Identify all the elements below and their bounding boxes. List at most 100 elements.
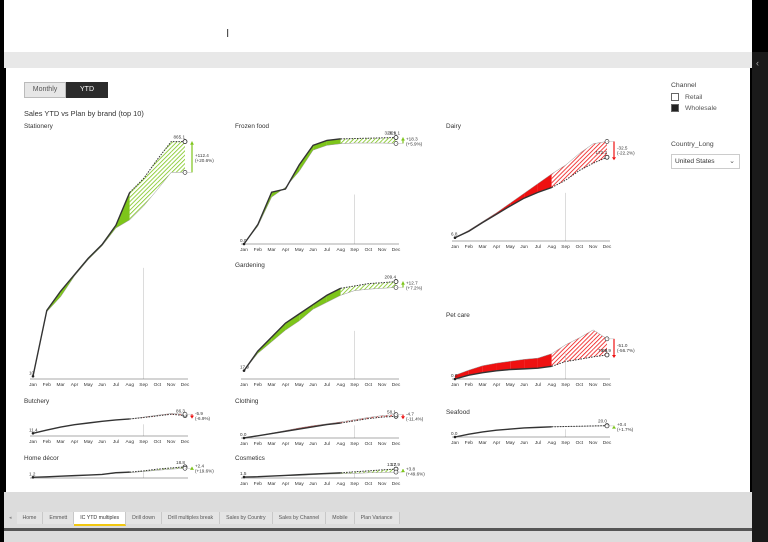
end-value-label: 58.1 <box>387 409 396 414</box>
x-tick-label: Jul <box>113 439 119 445</box>
chart-title-dairy: Dairy <box>446 123 461 130</box>
variance-pct-label: (+1.7%) <box>617 427 634 432</box>
tab-ic-ytd-multiples[interactable]: IC YTD multiples <box>74 512 127 526</box>
x-tick-label: Dec <box>181 382 190 388</box>
tab-home[interactable]: Home <box>16 512 44 524</box>
x-tick-label: Jul <box>324 382 330 388</box>
variance-arrow-icon <box>612 425 616 429</box>
plan-line <box>454 329 608 376</box>
variance-area <box>299 145 314 172</box>
x-tick-label: Oct <box>576 244 584 250</box>
start-marker <box>453 435 457 439</box>
x-tick-label: Aug <box>336 247 345 253</box>
tab-sales-by-country[interactable]: Sales by Country <box>220 512 273 524</box>
chart-title-seafood: Seafood <box>446 409 470 416</box>
end-marker-actual <box>393 135 399 140</box>
variance-label: +3.8 <box>406 467 416 472</box>
start-marker <box>453 236 457 239</box>
actual-line <box>32 471 130 478</box>
x-tick-label: Sep <box>561 382 570 388</box>
country-dropdown[interactable]: United States ⌄ <box>671 154 740 169</box>
tab-plan-variance[interactable]: Plan Variance <box>354 512 400 524</box>
variance-area <box>579 143 594 171</box>
filters-pane-collapsed[interactable]: ‹ <box>752 52 768 542</box>
chart-title-home-decor: Home décor <box>24 455 59 462</box>
tab-drill-down[interactable]: Drill down <box>126 512 162 524</box>
variance-label: -32.5 <box>617 145 628 150</box>
slicer-item-label: Retail <box>685 93 703 101</box>
tab-sales-by-channel[interactable]: Sales by Channel <box>272 512 327 524</box>
x-tick-label: Sep <box>350 441 359 447</box>
x-tick-label: Dec <box>392 382 401 388</box>
country-slicer-title: Country_Long <box>671 141 714 148</box>
monthly-button[interactable]: Monthly <box>24 82 66 98</box>
x-tick-label: Nov <box>378 382 387 388</box>
variance-pct-label: (+5.9%) <box>406 141 423 146</box>
variance-area <box>354 138 369 144</box>
variance-pct-label: (+49.6%) <box>406 472 425 477</box>
variance-label: -4.7 <box>406 411 414 416</box>
plan-line <box>454 141 608 238</box>
x-tick-label: Apr <box>71 439 79 445</box>
checkbox-empty-icon[interactable] <box>671 93 679 101</box>
slicer-item-retail[interactable]: Retail <box>671 93 702 101</box>
variance-pct-label: (+7.2%) <box>406 286 423 291</box>
x-tick-label: May <box>295 441 305 447</box>
variance-arrow-icon <box>612 354 616 358</box>
forecast-line <box>551 425 608 428</box>
x-tick-label: Jan <box>240 382 248 388</box>
variance-label: +112.4 <box>195 153 209 158</box>
x-tick-label: Mar <box>479 382 488 388</box>
actual-line <box>454 186 552 239</box>
chart-title-pet-care: Pet care <box>446 312 470 319</box>
bottom-divider <box>4 528 752 531</box>
tab-emmett[interactable]: Emmett <box>43 512 75 524</box>
x-tick-label: Jan <box>240 247 248 253</box>
checkbox-checked-icon[interactable] <box>671 104 679 112</box>
variance-area <box>171 141 185 173</box>
variance-area <box>143 159 158 207</box>
variance-area <box>510 193 525 206</box>
chevron-left-icon[interactable]: ‹ <box>756 58 759 68</box>
x-tick-label: Mar <box>57 439 66 445</box>
tab-drill-multiples-break[interactable]: Drill multiples break <box>161 512 221 524</box>
x-tick-label: Oct <box>154 439 162 445</box>
x-tick-label: Dec <box>392 481 401 487</box>
x-tick-label: Mar <box>268 382 277 388</box>
variance-area <box>299 304 314 321</box>
x-tick-label: Jul <box>113 382 119 388</box>
plan-line <box>32 413 186 434</box>
variance-area <box>551 344 566 367</box>
tab-scroll-left-icon[interactable]: ◂ <box>9 515 12 521</box>
variance-area <box>368 415 383 419</box>
start-value-label: 17.9 <box>240 365 249 370</box>
x-tick-label: May <box>506 440 516 446</box>
x-tick-label: Jan <box>451 382 459 388</box>
forecast-line <box>340 281 397 289</box>
x-tick-label: Apr <box>282 481 290 487</box>
x-tick-label: Jan <box>240 481 248 487</box>
x-tick-label: Apr <box>282 247 290 253</box>
chart-title-butchery: Butchery <box>24 398 50 405</box>
forecast-line <box>551 354 608 367</box>
x-tick-label: Sep <box>139 382 148 388</box>
slicer-item-wholesale[interactable]: Wholesale <box>671 104 717 112</box>
end-value-label-2: 329.1 <box>389 131 401 136</box>
start-value-label: 0.0 <box>451 373 458 378</box>
end-marker-actual <box>604 154 610 160</box>
x-tick-label: Dec <box>392 247 401 253</box>
x-tick-label: Oct <box>365 247 373 253</box>
tab-mobile[interactable]: Mobile <box>326 512 355 524</box>
x-tick-label: Aug <box>336 481 345 487</box>
forecast-line <box>129 466 186 473</box>
x-tick-label: Mar <box>268 481 277 487</box>
x-tick-label: Dec <box>603 382 612 388</box>
ytd-button[interactable]: YTD <box>66 82 108 98</box>
page-tabs: ◂ Home Emmett IC YTD multiples Drill down Dr… <box>4 512 400 526</box>
x-tick-label: Sep <box>561 244 570 250</box>
x-tick-label: Aug <box>547 382 556 388</box>
variance-label: +2.4 <box>195 464 205 469</box>
variance-area <box>537 173 552 193</box>
end-value-label: 328.1 <box>385 131 397 136</box>
variance-area <box>496 361 511 371</box>
